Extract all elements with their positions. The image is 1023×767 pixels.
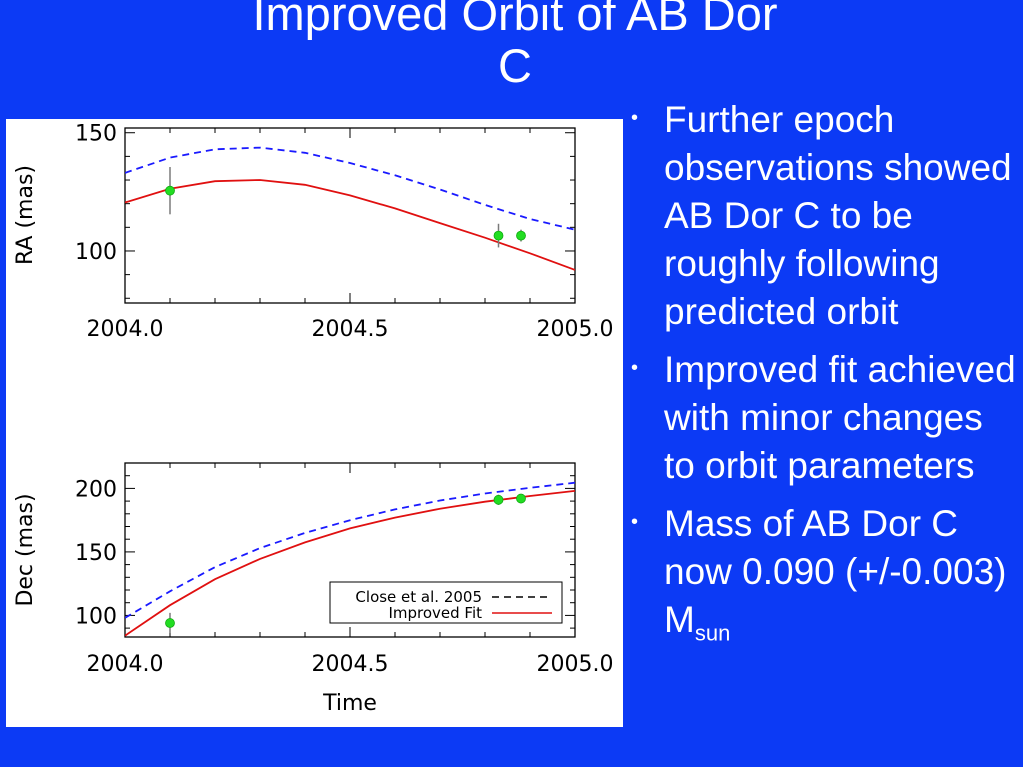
- bullet-marker: •: [631, 511, 639, 533]
- improved-fit-curve: [125, 179, 575, 271]
- chart-panel-ra: 2004.0 2004.5 2005.0 100 150 RA (mas): [13, 122, 613, 342]
- chart-panel-dec: 2004.0 2004.5 2005.0 100 150 200 Dec (mas) Time…: [13, 462, 614, 716]
- orbit-figure: 2004.0 2004.5 2005.0 100 150 RA (mas) 2004.0 20…: [6, 119, 623, 727]
- y-tick-label: 150: [75, 122, 117, 147]
- data-point: [165, 618, 175, 628]
- close-2005-curve: [125, 481, 575, 619]
- legend-label: Improved Fit: [388, 604, 482, 622]
- y-tick-label: 100: [75, 240, 117, 265]
- x-tick-label: 2004.5: [312, 317, 389, 342]
- plot-frame: [124, 127, 576, 304]
- legend-box: [329, 581, 563, 624]
- slide-title-line-1: Improved Orbit of AB Dor: [252, 0, 778, 40]
- x-axis-label: Time: [322, 691, 377, 716]
- y-axis-label: Dec (mas): [13, 493, 38, 606]
- x-tick-label: 2004.0: [87, 317, 164, 342]
- bullet-item-observations: • Further epoch observations showed AB D…: [627, 96, 1023, 336]
- x-tick-label: 2005.0: [537, 652, 614, 677]
- data-point: [165, 185, 175, 196]
- data-point: [493, 494, 504, 505]
- x-tick-label: 2004.0: [87, 652, 164, 677]
- bullet-text-improved-fit: Improved fit achieved with minor changes…: [664, 349, 1016, 486]
- bullet-item-mass: • Mass of AB Dor C now 0.090 (+/-0.003) …: [627, 500, 1023, 644]
- x-tick-label: 2004.5: [312, 652, 389, 677]
- close-2005-curve: [125, 146, 575, 231]
- bullet-marker: •: [631, 357, 639, 379]
- y-axis-label: RA (mas): [13, 165, 38, 265]
- slide-title-line-2: C: [498, 39, 532, 92]
- legend-label: Close et al. 2005: [355, 588, 482, 606]
- x-tick-label: 2005.0: [537, 317, 614, 342]
- bullet-marker: •: [631, 107, 639, 129]
- bullet-list: • Further epoch observations showed AB D…: [627, 96, 1023, 654]
- data-point: [493, 230, 504, 241]
- data-point: [516, 230, 526, 241]
- y-tick-label: 150: [75, 541, 117, 566]
- bullet-text-mass: Mass of AB Dor C now 0.090 (+/-0.003) M: [664, 503, 1007, 640]
- y-tick-label: 200: [75, 477, 117, 502]
- slide-title: Improved Orbit of AB Dor C: [150, 0, 880, 92]
- data-point: [516, 493, 526, 504]
- y-tick-label: 100: [75, 604, 117, 629]
- bullet-text-observations: Further epoch observations showed AB Dor…: [664, 99, 1012, 332]
- bullet-item-improved-fit: • Improved fit achieved with minor chang…: [627, 346, 1023, 490]
- bullet-subscript-sun: sun: [694, 620, 731, 646]
